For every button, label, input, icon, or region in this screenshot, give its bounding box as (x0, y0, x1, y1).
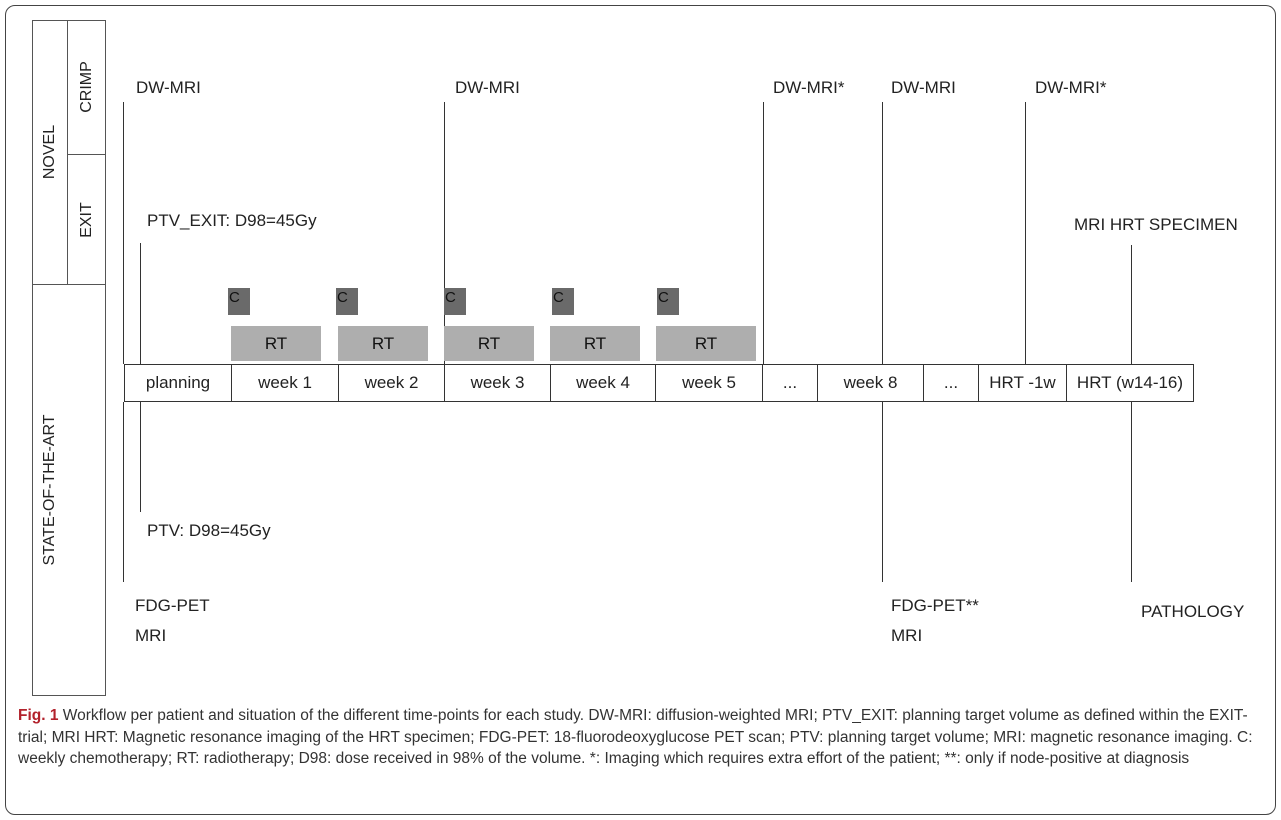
label-dwmri-star-2: DW-MRI* (1035, 78, 1107, 97)
chemo-box-week2: C (336, 288, 358, 315)
label-ptv-exit: PTV_EXIT: D98=45Gy (147, 211, 317, 230)
side-label-state: STATE-OF-THE-ART (41, 414, 58, 566)
chemo-box-week5: C (657, 288, 679, 315)
timeline-cell-hrt: HRT (w14-16) (1076, 373, 1184, 392)
line-dwmri-star-1 (763, 102, 764, 364)
timeline-cell-hrt-1w: HRT -1w (979, 365, 1067, 401)
label-dwmri-star-1: DW-MRI* (773, 78, 845, 97)
line-week8-bottom (882, 402, 883, 582)
line-week8-top (882, 102, 883, 364)
side-label-crimp: CRIMP (78, 61, 95, 113)
label-fdg-pet-planning: FDG-PET (135, 596, 210, 615)
side-label-novel: NOVEL (41, 124, 58, 180)
side-box-novel (32, 20, 68, 285)
side-box-state (32, 284, 106, 696)
line-ptv (140, 402, 141, 512)
label-mri-planning: MRI (135, 626, 167, 645)
label-ptv: PTV: D98=45Gy (147, 521, 271, 540)
line-week3 (444, 102, 445, 364)
side-label-exit: EXIT (78, 202, 95, 238)
radio-box-week4: RT (550, 326, 640, 361)
figure-number: Fig. 1 (18, 707, 59, 724)
chemo-box-week1: C (228, 288, 250, 315)
line-hrt-1w (1025, 102, 1026, 364)
timeline-cell-week3: week 3 (445, 365, 551, 401)
line-hrt-top (1131, 245, 1132, 364)
timeline-cell-planning: planning (125, 365, 232, 401)
figure-frame (5, 5, 1276, 815)
figure-caption: Fig. 1 Workflow per patient and situatio… (18, 705, 1268, 770)
label-mri-hrt-specimen: MRI HRT SPECIMEN (1074, 215, 1238, 234)
chemo-box-week4: C (552, 288, 574, 315)
label-fdg-pet-week8: FDG-PET** (891, 596, 979, 615)
figure-caption-text: Workflow per patient and situation of th… (18, 707, 1253, 767)
radio-box-week3: RT (444, 326, 534, 361)
timeline-cell-ellipsis-1: ... (763, 365, 818, 401)
line-planning-top (123, 102, 124, 364)
timeline: planning week 1 week 2 week 3 week 4 wee… (124, 364, 1194, 402)
line-planning-bottom (123, 402, 124, 582)
label-mri-week8: MRI (891, 626, 923, 645)
timeline-cell-week4: week 4 (551, 365, 656, 401)
radio-box-week1: RT (231, 326, 321, 361)
label-dwmri-planning: DW-MRI (136, 78, 201, 97)
label-pathology: PATHOLOGY (1141, 602, 1245, 621)
timeline-cell-week1: week 1 (232, 365, 339, 401)
line-ptv-exit (140, 243, 141, 364)
chemo-box-week3: C (444, 288, 466, 315)
timeline-cell-week8: week 8 (818, 365, 924, 401)
radio-box-week5: RT (656, 326, 756, 361)
side-box-crimp (67, 20, 106, 155)
line-hrt-bottom (1131, 402, 1132, 582)
timeline-cell-week2: week 2 (339, 365, 445, 401)
label-dwmri-week3: DW-MRI (455, 78, 520, 97)
radio-box-week2: RT (338, 326, 428, 361)
timeline-cell-week5: week 5 (656, 365, 763, 401)
label-dwmri-week8: DW-MRI (891, 78, 956, 97)
timeline-cell-ellipsis-2: ... (924, 365, 979, 401)
